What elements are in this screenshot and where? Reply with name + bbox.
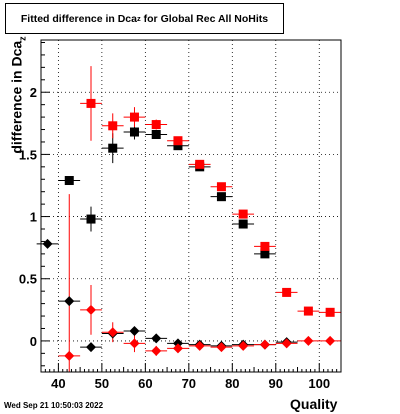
diamond-marker xyxy=(64,350,75,361)
axis-ticks: 40 50 60 70 80 90 100 0 0.5 1 1.5 2 xyxy=(19,41,342,391)
x-tick-label: 90 xyxy=(269,376,283,391)
square-marker xyxy=(64,176,74,186)
square-marker xyxy=(282,287,292,297)
square-marker xyxy=(216,192,226,202)
y-tick-label: 2 xyxy=(30,85,37,100)
diamond-marker xyxy=(129,338,140,349)
diamond-marker xyxy=(86,304,96,315)
y-axis-label-main: difference in Dca xyxy=(8,40,25,154)
x-tick-label: 60 xyxy=(138,376,152,391)
diamond-marker xyxy=(64,296,75,307)
date-stamp: Wed Sep 21 10:50:03 2022 xyxy=(4,401,104,410)
square-marker xyxy=(238,219,248,229)
square-marker xyxy=(86,98,96,108)
plot-frame xyxy=(40,39,342,373)
y-tick-label: 1.5 xyxy=(19,147,37,162)
square-marker xyxy=(129,112,139,122)
square-marker xyxy=(151,130,161,140)
square-marker xyxy=(108,121,118,131)
y-axis-label: difference in Dcaz xyxy=(9,36,28,153)
diamond-marker xyxy=(238,340,249,351)
x-tick-label: 100 xyxy=(308,376,330,391)
diamond-marker xyxy=(325,335,336,346)
x-tick-label: 50 xyxy=(95,376,109,391)
grid-lines xyxy=(41,40,341,372)
diamond-marker xyxy=(129,325,140,336)
diamond-marker xyxy=(107,327,118,338)
y-axis-label-subscript: z xyxy=(17,36,28,41)
diamond-marker xyxy=(151,333,162,344)
diamond-marker xyxy=(42,238,53,249)
error-bars xyxy=(36,66,341,372)
square-marker xyxy=(173,136,183,146)
square-marker xyxy=(151,120,161,130)
square-marker xyxy=(303,306,313,316)
square-marker xyxy=(216,182,226,192)
square-marker xyxy=(238,209,248,219)
y-tick-label: 1 xyxy=(30,210,37,225)
title-main: Fitted difference in Dca xyxy=(20,12,137,25)
x-tick-label: 70 xyxy=(182,376,196,391)
square-marker xyxy=(173,141,183,151)
square-marker xyxy=(129,127,139,137)
diamond-marker xyxy=(216,342,227,353)
diamond-marker xyxy=(172,343,183,354)
diamond-marker xyxy=(151,345,162,356)
y-tick-label: 0.5 xyxy=(19,272,37,287)
diamond-marker xyxy=(194,340,205,351)
title-tail: for Global Rec All NoHits xyxy=(140,12,269,25)
square-marker xyxy=(260,249,270,259)
diamond-marker xyxy=(86,342,96,353)
title-subscript: z xyxy=(136,14,141,23)
diamond-marker xyxy=(259,339,270,350)
y-tick-label: 0 xyxy=(30,334,37,349)
diamond-marker xyxy=(303,335,314,346)
square-marker xyxy=(86,214,96,224)
plot-title: Fitted difference in Dca z for Global Rec… xyxy=(5,3,284,34)
diamond-marker xyxy=(281,338,292,349)
x-tick-label: 80 xyxy=(225,376,239,391)
x-tick-label: 40 xyxy=(51,376,65,391)
data-markers xyxy=(42,98,336,361)
square-marker xyxy=(325,307,335,317)
square-marker xyxy=(260,241,270,251)
square-marker xyxy=(108,143,118,153)
x-axis-label: Quality xyxy=(290,396,338,412)
square-marker xyxy=(195,159,205,169)
